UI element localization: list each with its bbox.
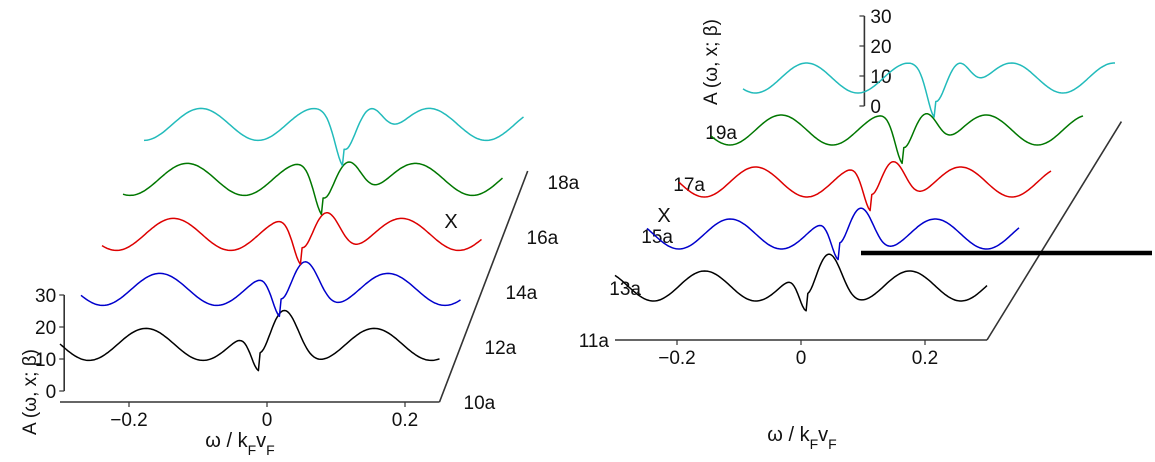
series-line-4 (143, 107, 524, 167)
series-line-1 (80, 261, 461, 318)
axes-left: −0.2 0 0.2 0 10 20 30 10a 12a 14a 16a 18a (35, 170, 580, 431)
y-axis-label-left: A (ω, x; β) (20, 349, 41, 435)
curves-left (59, 107, 524, 372)
y-tick-label: 20 (35, 318, 56, 339)
labels-right: A (ω, x; β) ω / kFvF X (657, 19, 836, 452)
depth-tick-label: 12a (485, 338, 517, 359)
x-axis-label-left: ω / kFvF (205, 430, 274, 458)
y-tick-label: 20 (870, 37, 891, 58)
x-tick-label: 0 (262, 410, 273, 431)
y-tick-label: 30 (870, 7, 891, 28)
depth-tick-label: 16a (527, 228, 559, 249)
depth-tick-label: 17a (673, 175, 705, 196)
series-line-0 (614, 253, 988, 312)
series-line-2 (101, 212, 482, 266)
depth-axis-line (986, 121, 1123, 341)
x-tick-label: −0.2 (110, 410, 148, 431)
depth-tick-label: 18a (548, 173, 580, 194)
y-tick-label: 10 (870, 67, 891, 88)
depth-tick-label: 19a (705, 123, 737, 144)
x-tick-label: 0 (796, 348, 807, 369)
curves-right (614, 62, 1115, 312)
series-line-3 (122, 161, 503, 216)
depth-tick-label: 10a (464, 393, 496, 414)
depth-axis-line (438, 170, 529, 403)
depth-tick-label: 13a (609, 279, 641, 300)
panel-left: −0.2 0 0.2 0 10 20 30 10a 12a 14a 16a 18a A (ω, x; … (20, 107, 580, 458)
y-axis-label-right: A (ω, x; β) (701, 19, 722, 105)
x-axis-label-right: ω / kFvF (767, 424, 836, 452)
depth-axis-label-right: X (657, 205, 670, 227)
x-tick-label: 0.2 (912, 348, 938, 369)
series-line-1 (646, 207, 1020, 261)
depth-tick-label: 14a (506, 283, 538, 304)
y-tick-label: 30 (35, 286, 56, 307)
labels-left: A (ω, x; β) ω / kFvF X (20, 211, 458, 458)
series-line-2 (678, 160, 1052, 212)
series-line-3 (710, 112, 1084, 165)
series-line-4 (742, 62, 1115, 118)
y-tick-label: 10 (35, 350, 56, 371)
depth-axis-label-left: X (444, 211, 457, 233)
y-tick-label: 0 (870, 97, 881, 118)
y-tick-label: 0 (46, 382, 57, 403)
x-tick-label: −0.2 (658, 348, 696, 369)
series-line-0 (59, 309, 440, 372)
x-tick-label: 0.2 (392, 410, 418, 431)
depth-tick-label: 11a (579, 331, 610, 352)
